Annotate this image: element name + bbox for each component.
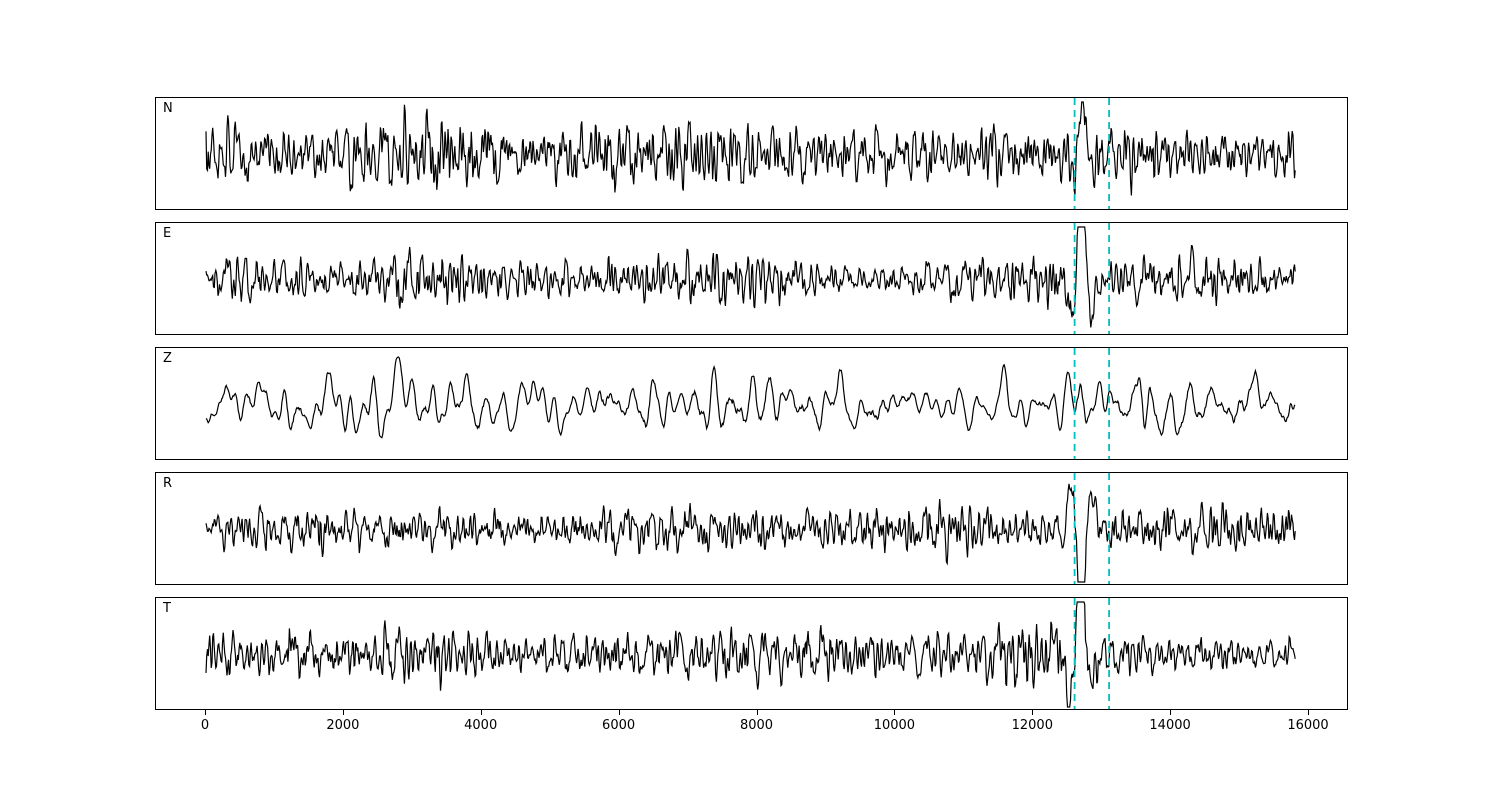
panel-label-e: E: [163, 226, 172, 241]
panel-label-z: Z: [163, 351, 172, 366]
x-tick-label-14000: 14000: [1149, 718, 1191, 733]
waveform-panel-r: R: [155, 472, 1348, 585]
waveform-panel-z: Z: [155, 347, 1348, 460]
panel-label-t: T: [163, 601, 171, 616]
waveform-panel-t: T: [155, 597, 1348, 710]
waveform-panel-e: E: [155, 222, 1348, 335]
x-tick-label-0: 0: [200, 718, 210, 733]
x-tick-mark-14000: [1170, 710, 1172, 715]
x-tick-mark-2000: [342, 710, 344, 715]
x-tick-label-8000: 8000: [739, 718, 774, 733]
waveform-trace-t: [205, 601, 1296, 708]
x-tick-label-2000: 2000: [326, 718, 360, 733]
x-tick-mark-0: [205, 710, 206, 715]
trace-canvas-t: [205, 598, 1296, 709]
waveform-trace-r: [205, 483, 1296, 583]
trace-canvas-e: [205, 223, 1296, 334]
waveform-trace-n: [205, 101, 1296, 196]
waveform-trace-z: [205, 356, 1296, 439]
x-tick-label-4000: 4000: [464, 718, 498, 733]
trace-canvas-n: [205, 98, 1296, 209]
x-tick-mark-16000: [1308, 710, 1309, 715]
x-axis: 0 2000 4000 6000 8000 10000 12000 14000 16000: [155, 710, 1348, 740]
panel-label-n: N: [163, 101, 173, 116]
trace-canvas-r: [205, 473, 1296, 584]
x-tick-mark-8000: [756, 710, 758, 715]
x-tick-label-16000: 16000: [1287, 718, 1329, 733]
x-tick-label-6000: 6000: [602, 718, 636, 733]
panel-label-r: R: [163, 476, 173, 491]
waveform-panel-n: N: [155, 97, 1348, 210]
x-tick-mark-12000: [1032, 710, 1034, 715]
waveform-trace-e: [205, 226, 1296, 328]
trace-canvas-z: [205, 348, 1296, 459]
x-tick-label-10000: 10000: [873, 718, 916, 733]
x-tick-mark-4000: [480, 710, 482, 715]
x-tick-mark-6000: [618, 710, 620, 715]
x-tick-label-12000: 12000: [1011, 718, 1053, 733]
x-tick-mark-10000: [894, 710, 896, 715]
